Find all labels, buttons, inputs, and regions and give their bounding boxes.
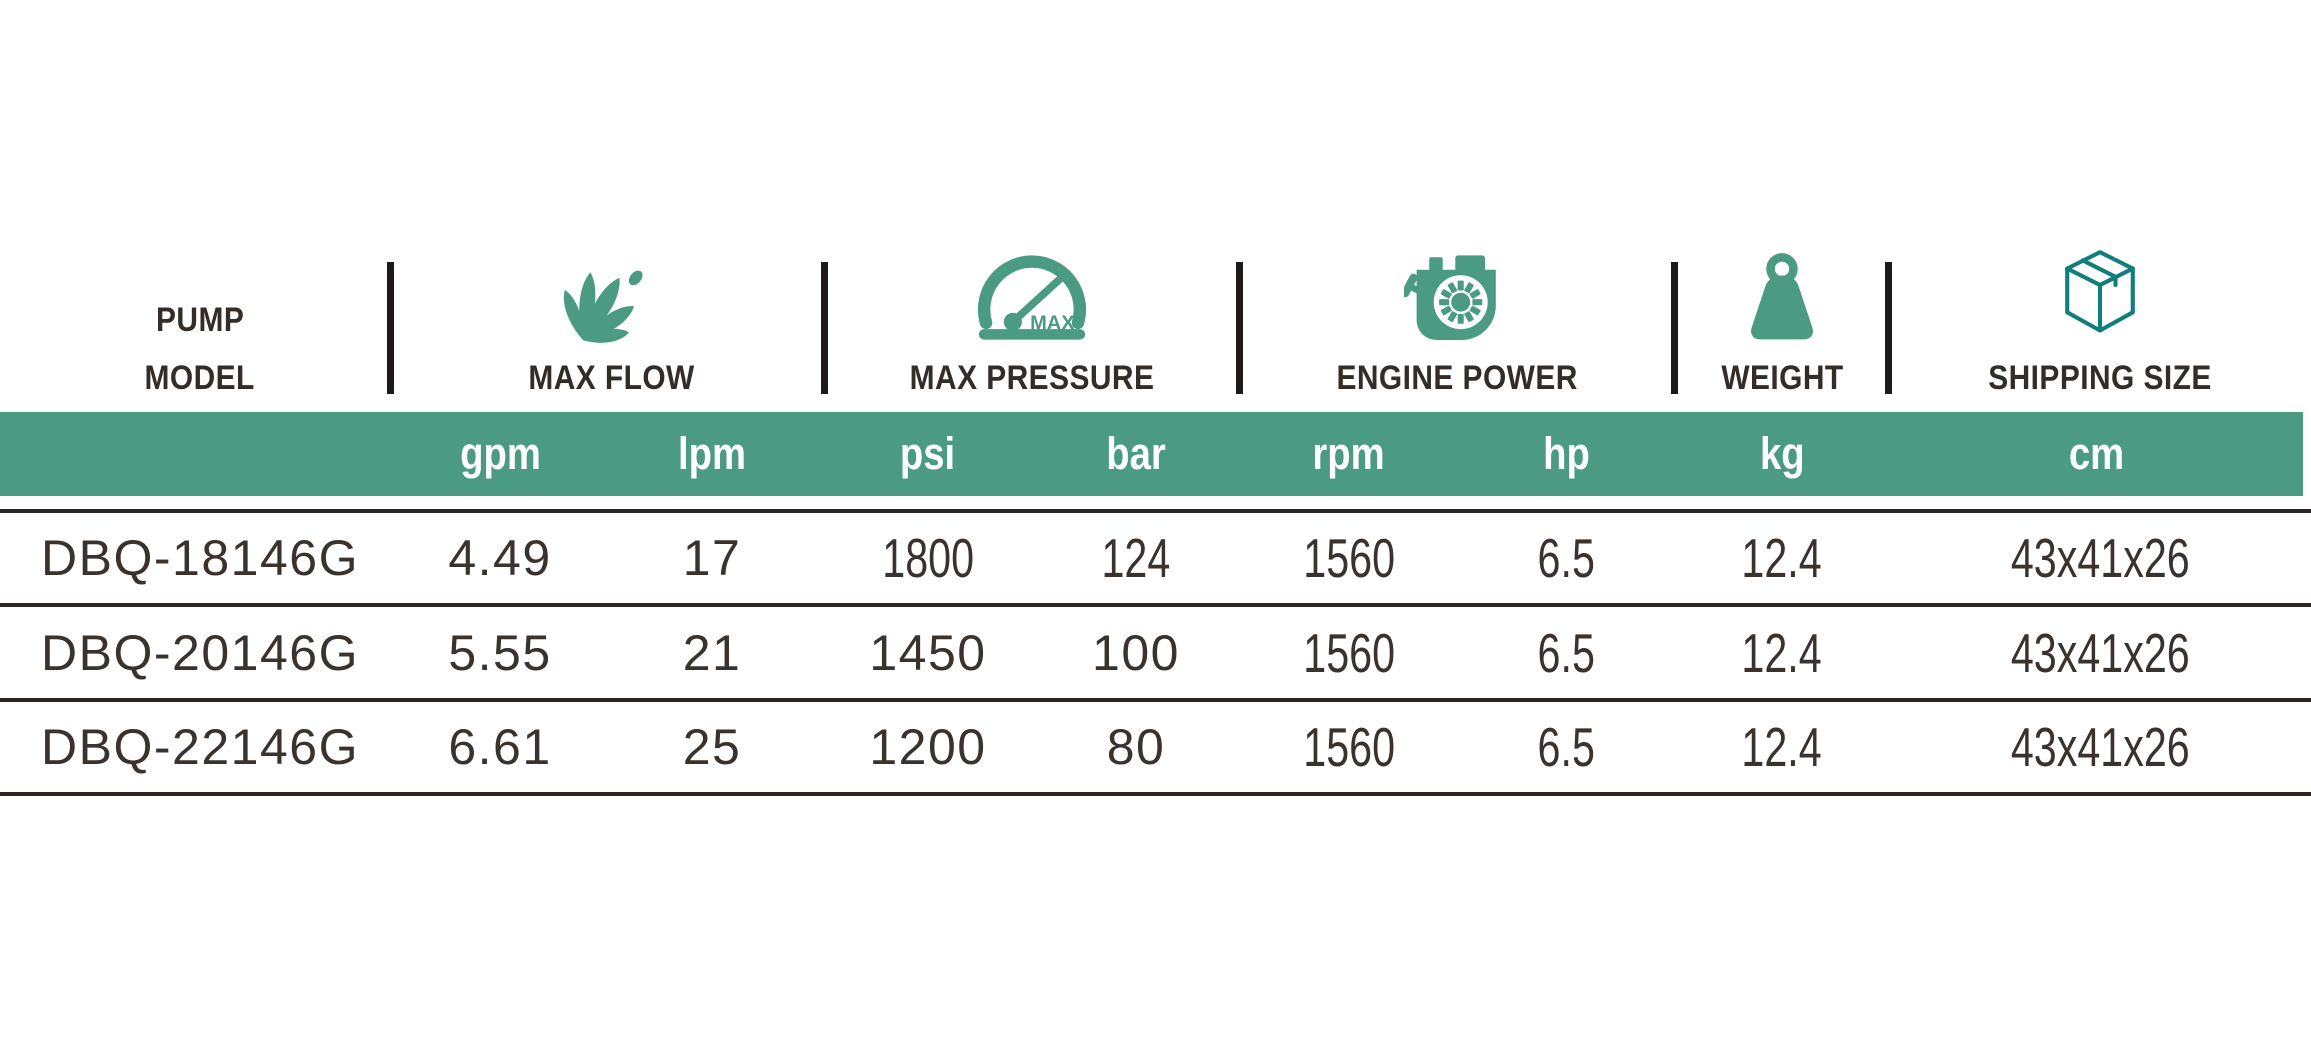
header-engine-power: ENGINE POWER — [1240, 233, 1675, 395]
cell-model: DBQ-18146G — [41, 530, 359, 586]
cell-bar: 80 — [1106, 719, 1166, 775]
header-divider — [821, 262, 828, 394]
table-body: DBQ-18146G 4.49 17 1800 124 1560 6.5 12.… — [0, 509, 2311, 796]
cell-gpm: 4.49 — [448, 530, 552, 586]
pressure-gauge-icon: MAX — [977, 255, 1087, 340]
pump-label-line1: PUMP — [155, 301, 245, 339]
cell-cm: 43x41x26 — [2010, 527, 2190, 589]
cell-lpm: 25 — [682, 719, 742, 775]
header-weight: WEIGHT — [1675, 233, 1889, 395]
max-flow-label: MAX FLOW — [528, 359, 696, 397]
table-row: DBQ-18146G 4.49 17 1800 124 1560 6.5 12.… — [0, 513, 2311, 607]
unit-hp: hp — [1543, 428, 1590, 479]
table-row: DBQ-20146G 5.55 21 1450 100 1560 6.5 12.… — [0, 607, 2311, 702]
header-divider — [1236, 262, 1243, 394]
pump-model-label: PUMP MODEL — [137, 301, 262, 397]
cell-kg: 12.4 — [1741, 527, 1823, 589]
cell-cm: 43x41x26 — [2010, 716, 2190, 778]
header-divider — [1885, 262, 1892, 394]
cell-kg: 12.4 — [1741, 716, 1823, 778]
cell-bar: 100 — [1092, 624, 1180, 681]
unit-lpm: lpm — [677, 428, 746, 479]
max-pressure-label: MAX PRESSURE — [909, 359, 1155, 397]
cell-hp: 6.5 — [1537, 527, 1596, 589]
header-pump-model: PUMP MODEL — [0, 233, 400, 395]
header-divider — [387, 262, 394, 394]
table-row: DBQ-22146G 6.61 25 1200 80 1560 6.5 12.4… — [0, 702, 2311, 792]
header-divider — [1671, 262, 1678, 394]
shipping-size-label: SHIPPING SIZE — [1988, 359, 2212, 397]
unit-rpm: rpm — [1312, 428, 1386, 479]
cell-psi: 1200 — [869, 719, 987, 775]
cell-cm: 43x41x26 — [2010, 621, 2190, 684]
cell-lpm: 17 — [682, 530, 742, 586]
engine-power-label: ENGINE POWER — [1336, 359, 1579, 397]
cell-model: DBQ-22146G — [41, 719, 359, 775]
cell-gpm: 5.55 — [448, 624, 552, 681]
shipping-box-icon — [2065, 250, 2135, 333]
cell-gpm: 6.61 — [448, 719, 552, 775]
cell-rpm: 1560 — [1303, 527, 1395, 589]
units-bar: gpm lpm psi bar rpm hp kg cm — [0, 412, 2303, 496]
unit-gpm: gpm — [459, 428, 541, 479]
weight-label: WEIGHT — [1720, 359, 1844, 397]
gauge-max-text: MAX — [1030, 313, 1075, 335]
cell-model: DBQ-20146G — [41, 624, 359, 681]
cell-lpm: 21 — [682, 624, 742, 681]
cell-hp: 6.5 — [1537, 621, 1596, 684]
kettlebell-weight-icon — [1751, 253, 1813, 340]
cell-rpm: 1560 — [1303, 716, 1395, 778]
header-shipping-size: SHIPPING SIZE — [1889, 233, 2311, 395]
unit-psi: psi — [900, 428, 956, 479]
unit-bar: bar — [1106, 428, 1166, 479]
cell-kg: 12.4 — [1741, 621, 1823, 684]
cell-rpm: 1560 — [1303, 621, 1395, 684]
unit-cm: cm — [2068, 428, 2125, 479]
header-max-pressure: MAX MAX PRESSURE — [824, 233, 1240, 395]
water-splash-icon — [563, 270, 643, 343]
cell-hp: 6.5 — [1537, 716, 1596, 778]
pump-label-line2: MODEL — [144, 359, 256, 397]
engine-icon — [1403, 255, 1496, 340]
header-max-flow: MAX FLOW — [400, 233, 824, 395]
cell-psi: 1450 — [869, 624, 987, 681]
unit-kg: kg — [1759, 428, 1805, 479]
cell-psi: 1800 — [882, 527, 974, 589]
cell-bar: 124 — [1101, 527, 1171, 589]
